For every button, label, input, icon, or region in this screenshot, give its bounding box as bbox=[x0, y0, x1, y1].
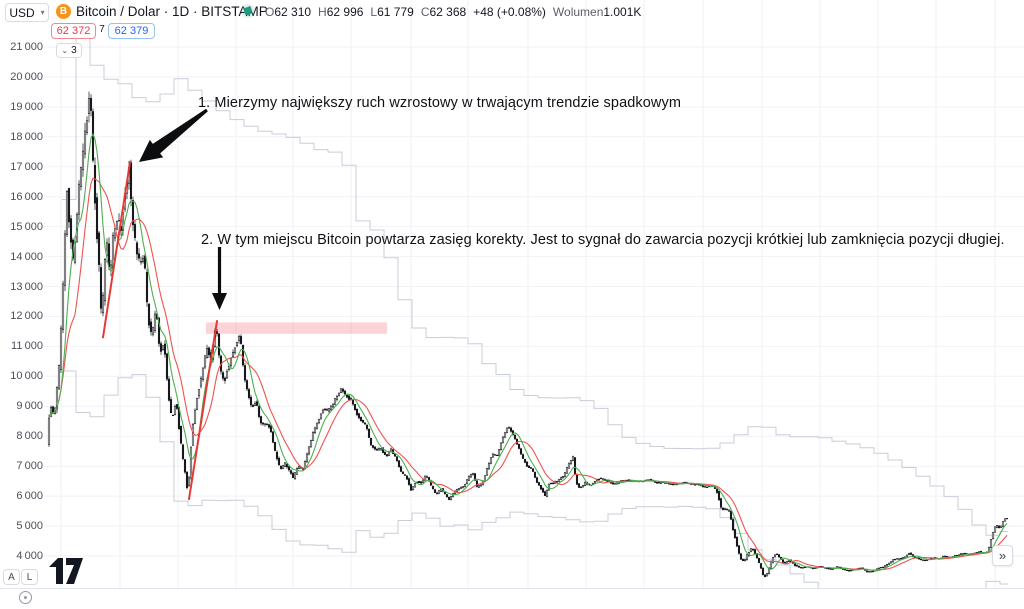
market-status-icon[interactable] bbox=[244, 7, 252, 15]
tradingview-logo[interactable] bbox=[48, 557, 84, 585]
price-tick-label: 20 000 bbox=[10, 70, 43, 83]
ohlc-low: L 61 779 bbox=[370, 5, 414, 19]
price-tick-label: 7 000 bbox=[16, 460, 43, 473]
price-tick-label: 4 000 bbox=[16, 549, 43, 562]
time-axis[interactable]: Gru2018LutKwiMajCzeLipSieWrzPaźLisGru201… bbox=[0, 588, 1024, 609]
price-axis[interactable]: 21 000 20 000 19 000 18 000 17 000 16 000 15 0… bbox=[0, 0, 44, 588]
price-tick-label: 11 000 bbox=[11, 340, 43, 353]
ohlc-readout: O 62 310 H 62 996 L 61 779 C 62 368 +48 (+0.… bbox=[265, 5, 641, 19]
ohlc-open: O 62 310 bbox=[265, 5, 312, 19]
ask-price-button[interactable]: 62 379 bbox=[108, 23, 155, 39]
symbol-title[interactable]: Bitcoin / Dolar · 1D · BITSTAMP bbox=[76, 4, 268, 19]
indicators-collapse-button[interactable]: ⌄ 3 bbox=[56, 43, 82, 58]
time-axis-separator bbox=[0, 588, 1024, 589]
price-tick-label: 6 000 bbox=[16, 490, 43, 503]
price-tick-label: 19 000 bbox=[10, 100, 43, 113]
bid-price-button[interactable]: 62 372 bbox=[51, 23, 96, 39]
ohlc-high: H 62 996 bbox=[318, 5, 364, 19]
annotation-note-1: 1. Mierzymy największy ruch wzrostowy w … bbox=[198, 95, 682, 111]
expand-panel-button[interactable]: » bbox=[992, 545, 1013, 566]
price-tick-label: 14 000 bbox=[10, 250, 43, 263]
session-breaks-icon[interactable] bbox=[19, 591, 32, 604]
bitcoin-icon: B bbox=[56, 4, 71, 19]
volume-readout: Wolumen 1.001K bbox=[552, 5, 642, 19]
price-tick-label: 9 000 bbox=[16, 400, 43, 413]
change-value: +48 (+0.08%) bbox=[473, 5, 546, 19]
ohlc-close: C 62 368 bbox=[420, 5, 467, 19]
chevron-down-icon: ⌄ bbox=[61, 46, 69, 55]
spread-value: 7 bbox=[99, 24, 105, 35]
currency-selector-button[interactable]: USD ▾ bbox=[5, 3, 49, 22]
log-scale-button[interactable]: L bbox=[21, 569, 38, 585]
price-tick-label: 5 000 bbox=[16, 520, 43, 533]
chevron-down-icon: ▾ bbox=[40, 7, 45, 17]
currency-label: USD bbox=[9, 5, 35, 20]
price-tick-label: 12 000 bbox=[10, 310, 43, 323]
price-tick-label: 15 000 bbox=[10, 220, 43, 233]
price-tick-label: 21 000 bbox=[10, 41, 43, 53]
price-chart[interactable] bbox=[0, 0, 1024, 588]
annotation-note-2: 2. W tym miejscu Bitcoin powtarza zasięg… bbox=[201, 232, 1005, 248]
price-tick-label: 18 000 bbox=[10, 130, 43, 143]
price-tick-label: 8 000 bbox=[16, 430, 43, 443]
price-tick-label: 16 000 bbox=[10, 190, 43, 203]
price-tick-label: 10 000 bbox=[10, 370, 43, 383]
auto-scale-button[interactable]: A bbox=[3, 569, 20, 585]
price-tick-label: 13 000 bbox=[10, 280, 43, 293]
price-tick-label: 17 000 bbox=[10, 160, 43, 173]
